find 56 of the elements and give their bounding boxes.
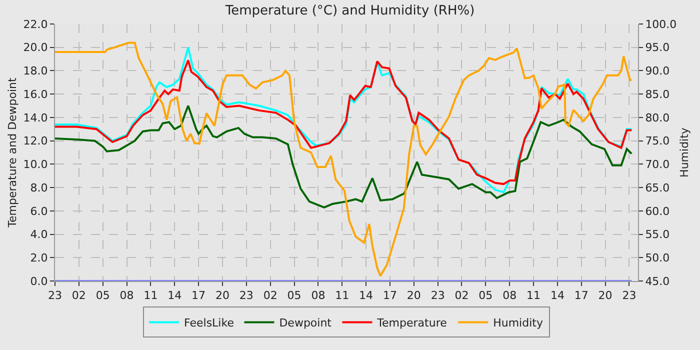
x-tick-label: 14	[168, 289, 182, 302]
x-tick-label: 02	[72, 289, 86, 302]
x-tick-label: 11	[526, 289, 541, 302]
x-tick-label: 08	[311, 289, 326, 302]
y-tick-label: 16.0	[23, 88, 48, 101]
y-tick-label: 14.0	[23, 111, 48, 124]
y-tick-label: 22.0	[23, 18, 48, 31]
y-axis-title: Temperature and Dewpoint	[6, 76, 19, 228]
x-tick-label: 05	[96, 289, 110, 302]
y2-tick-label: 50.0	[645, 251, 670, 264]
x-tick-label: 20	[598, 289, 612, 302]
x-tick-label: 11	[144, 289, 158, 302]
y2-tick-label: 45.0	[645, 274, 670, 288]
y-tick-label: 8.0	[30, 181, 48, 194]
y2-tick-label: 90.0	[645, 64, 670, 78]
x-tick-label: 23	[48, 289, 62, 302]
y2-tick-label: 95.0	[645, 41, 670, 54]
y-tick-label: 18.0	[23, 64, 48, 78]
x-tick-label: 17	[192, 289, 206, 302]
y2-tick-label: 85.0	[645, 88, 670, 101]
legend-label: Dewpoint	[279, 316, 332, 330]
x-tick-label: 17	[382, 289, 397, 302]
legend-label: Humidity	[493, 316, 544, 330]
y2-tick-label: 70.0	[645, 158, 670, 172]
x-tick-label: 11	[335, 289, 350, 302]
y-tick-label: 6.0	[30, 204, 48, 218]
x-tick-label: 20	[215, 289, 230, 302]
chart-title: Temperature (°C) and Humidity (RH%)	[224, 3, 475, 18]
x-tick-label: 23	[239, 289, 254, 302]
y-tick-label: 12.0	[23, 134, 48, 148]
y2-tick-label: 100.0	[645, 18, 677, 31]
x-tick-label: 17	[574, 289, 588, 302]
y2-tick-label: 80.0	[645, 111, 670, 124]
y-tick-label: 10.0	[23, 158, 48, 172]
y2-tick-label: 55.0	[645, 228, 670, 242]
x-tick-label: 05	[287, 289, 302, 302]
y-tick-label: 4.0	[30, 228, 48, 242]
legend-label: Temperature	[376, 316, 448, 330]
x-tick-label: 23	[430, 289, 445, 302]
x-tick-label: 14	[359, 289, 374, 302]
x-tick-label: 05	[478, 289, 493, 302]
y2-tick-label: 65.0	[645, 181, 670, 194]
x-tick-label: 14	[550, 289, 564, 302]
x-tick-label: 02	[263, 289, 278, 302]
y2-tick-label: 75.0	[645, 134, 670, 148]
y-tick-label: 20.0	[23, 41, 48, 54]
y2-tick-label: 60.0	[645, 204, 670, 218]
x-tick-label: 08	[120, 289, 134, 302]
y-tick-label: 0.0	[30, 274, 48, 288]
y-tick-label: 2.0	[30, 251, 48, 264]
legend-label: FeelsLike	[184, 316, 234, 330]
x-tick-label: 23	[622, 289, 636, 302]
y2-axis-title: Humidity	[678, 127, 691, 178]
x-tick-label: 20	[406, 289, 421, 302]
x-tick-label: 02	[454, 289, 469, 302]
x-tick-label: 08	[502, 289, 517, 302]
